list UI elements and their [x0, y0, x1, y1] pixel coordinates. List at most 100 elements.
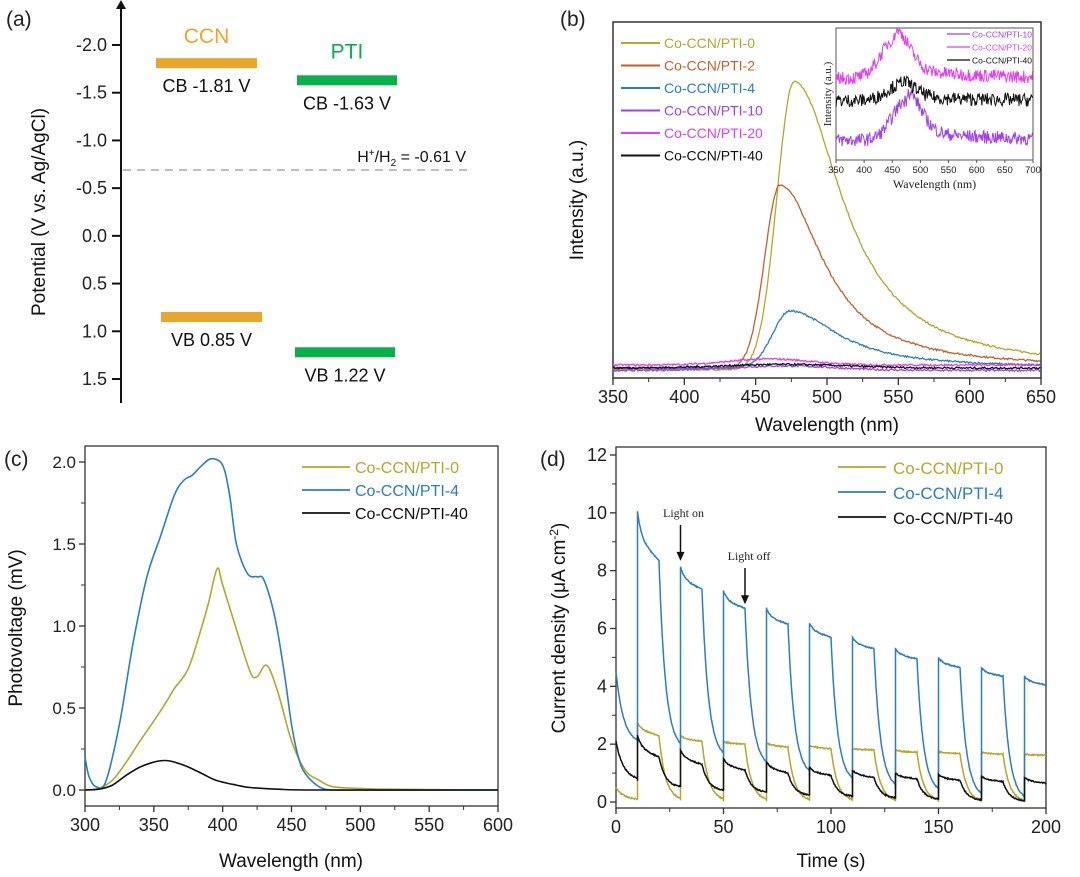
- panel-b-xtick-label: 350: [598, 387, 628, 407]
- panel-d-label: (d): [540, 448, 566, 471]
- panel-b-inset-series-line: [835, 74, 1033, 108]
- panel-b-xtick-label: 400: [669, 387, 699, 407]
- panel-b-label: (b): [560, 8, 586, 31]
- panel-c: (c) Photovoltage (mV) Wavelength (nm) 0.…: [4, 445, 513, 872]
- panel-d-xtick-label: 150: [923, 817, 953, 837]
- panel-b-series-line: [612, 309, 1041, 371]
- panel-c-frame: [84, 445, 499, 807]
- panel-b-inset-xtick-label: 600: [969, 165, 985, 176]
- panel-a-ytick-label: -0.5: [76, 178, 107, 198]
- panel-a-ytick-label: 1.5: [82, 369, 107, 389]
- panel-a: (a) Potential (V vs. Ag/AgCl) -2.0 -1.5 -1…: [6, 0, 468, 403]
- panel-d-annotation-label: Light on: [663, 506, 704, 520]
- panel-a-vb-label-ccn: VB 0.85 V: [171, 330, 252, 350]
- panel-d-ytick-label: 6: [597, 619, 607, 639]
- panel-d-xtick-label: 100: [816, 817, 846, 837]
- panel-a-cb-label-pti: CB -1.63 V: [303, 93, 391, 113]
- panel-d-xlabel: Time (s): [797, 851, 866, 872]
- panel-b-xtick-label: 550: [883, 387, 913, 407]
- panel-c-plot: 0.0 0.5 1.0 1.5 2.0 300 350 400 450 500 550 600 Co-C…: [52, 445, 513, 835]
- panel-b-inset-xtick-label: 700: [1025, 165, 1041, 176]
- panel-b-legend-label: Co-CCN/PTI-20: [664, 125, 763, 141]
- panel-a-reference-label: H+/H2 = -0.61 V: [357, 148, 466, 169]
- panel-c-series-line: [84, 759, 499, 791]
- panel-a-yticks: -2.0 -1.5 -1.0 -0.5 0.0 0.5 1.0 1.5: [76, 0, 126, 403]
- panel-d-ytick-label: 10: [587, 503, 607, 523]
- panel-c-ytick-label: 0.5: [52, 699, 76, 718]
- panel-b-inset-xtick-label: 500: [912, 165, 928, 176]
- panel-c-series-line: [84, 567, 499, 791]
- panel-a-vb-bar-pti: [295, 347, 395, 358]
- panel-a-band-levels: CCN CB -1.81 V VB 0.85 V PTI CB -1.63 V VB 1.…: [156, 25, 397, 385]
- panel-d-annotation-label: Light off: [728, 549, 771, 563]
- panel-a-material-label-pti: PTI: [331, 40, 364, 63]
- panel-b-legend-label: Co-CCN/PTI-0: [664, 35, 755, 51]
- panel-c-xtick-label: 400: [208, 815, 238, 835]
- panel-a-cb-bar-pti: [297, 75, 397, 86]
- panel-d-annotation-arrow-head: [676, 551, 685, 561]
- panel-b-inset-xtick-label: 400: [856, 165, 872, 176]
- panel-b-inset-xtick-label: 350: [828, 165, 844, 176]
- panel-b-inset-legend-label: Co-CCN/PTI-20: [972, 43, 1032, 53]
- panel-b: (b) Intensity (a.u.) Wavelength (nm) 350…: [560, 8, 1056, 436]
- panel-c-ytick-label: 0.0: [52, 781, 76, 800]
- panel-a-vb-bar-ccn: [161, 311, 262, 322]
- panel-d-ytick-label: 8: [597, 561, 607, 581]
- panel-c-ytick-label: 1.0: [52, 617, 76, 636]
- panel-d-ytick-label: 2: [597, 734, 607, 754]
- panel-b-inset-legend-label: Co-CCN/PTI-40: [972, 56, 1032, 66]
- panel-c-legend-label: Co-CCN/PTI-0: [355, 460, 459, 477]
- panel-d-legend-label: Co-CCN/PTI-4: [893, 484, 1004, 503]
- panel-c-xtick-label: 500: [345, 815, 375, 835]
- panel-c-xtick-label: 600: [483, 815, 513, 835]
- panel-b-legend-label: Co-CCN/PTI-4: [664, 80, 755, 96]
- panel-d-xtick-label: 200: [1031, 817, 1061, 837]
- panel-a-ytick-label: 0.0: [82, 226, 107, 246]
- panel-b-xtick-label: 600: [955, 387, 985, 407]
- panel-c-xlabel: Wavelength (nm): [219, 851, 363, 872]
- panel-d-ytick-label: 12: [587, 445, 607, 465]
- panel-b-series-line: [612, 362, 1041, 370]
- panel-a-material-label-ccn: CCN: [184, 25, 230, 48]
- panel-c-series-line: [84, 457, 498, 792]
- panel-b-inset-xtick-label: 450: [884, 165, 900, 176]
- panel-d-ytick-label: 0: [597, 792, 607, 812]
- panel-c-ytick-label: 2.0: [52, 453, 76, 472]
- panel-c-xtick-label: 450: [276, 815, 306, 835]
- panel-b-xtick-label: 500: [812, 387, 842, 407]
- panel-b-inset-xlabel: Wavelength (nm): [893, 177, 976, 191]
- panel-b-xtick-label: 650: [1026, 387, 1056, 407]
- panel-d-ylabel: Current density (μA cm-2): [547, 523, 570, 734]
- panel-c-ylabel: Photovoltage (mV): [6, 549, 27, 706]
- panel-a-cb-bar-ccn: [156, 58, 257, 69]
- panel-d-xtick-label: 0: [611, 817, 621, 837]
- panel-a-ytick-label: -1.0: [76, 130, 107, 150]
- panel-b-plot: 350 400 450 500 550 600 650 Co-CCN/PTI-0 Co-CCN/…: [598, 21, 1056, 407]
- panel-a-ylabel: Potential (V vs. Ag/AgCl): [29, 108, 50, 316]
- panel-c-label: (c): [4, 448, 29, 471]
- panel-a-cb-label-ccn: CB -1.81 V: [162, 76, 250, 96]
- panel-c-ytick-label: 1.5: [52, 535, 76, 554]
- panel-b-series-line: [612, 357, 1041, 367]
- panel-a-vb-label-pti: VB 1.22 V: [304, 365, 385, 385]
- panel-b-legend-label: Co-CCN/PTI-2: [664, 58, 755, 74]
- panel-a-ytick-label: 0.5: [82, 274, 107, 294]
- panel-c-legend-label: Co-CCN/PTI-40: [355, 506, 468, 523]
- panel-b-ylabel: Intensity (a.u.): [567, 140, 588, 260]
- panel-d-ytick-label: 4: [597, 676, 607, 696]
- panel-b-inset-series-line: [835, 88, 1033, 147]
- panel-d: (d) Current density (μA cm-2) Time (s) 0…: [540, 445, 1061, 872]
- panel-b-xlabel: Wavelength (nm): [755, 415, 899, 436]
- panel-c-xtick-label: 350: [139, 815, 169, 835]
- panel-a-ytick-label: -1.5: [76, 83, 107, 103]
- panel-c-legend-label: Co-CCN/PTI-4: [355, 483, 459, 500]
- panel-b-series-line: [612, 364, 1041, 373]
- panel-b-inset-ylabel: Intensity (a.u.): [822, 61, 834, 126]
- panel-a-axis-arrow: [116, 0, 126, 9]
- panel-d-xtick-label: 50: [713, 817, 733, 837]
- panel-d-annotation-arrow-head: [741, 595, 749, 605]
- panel-c-xtick-label: 300: [70, 815, 100, 835]
- panel-a-label: (a): [6, 8, 32, 31]
- panel-d-legend-label: Co-CCN/PTI-0: [893, 459, 1004, 478]
